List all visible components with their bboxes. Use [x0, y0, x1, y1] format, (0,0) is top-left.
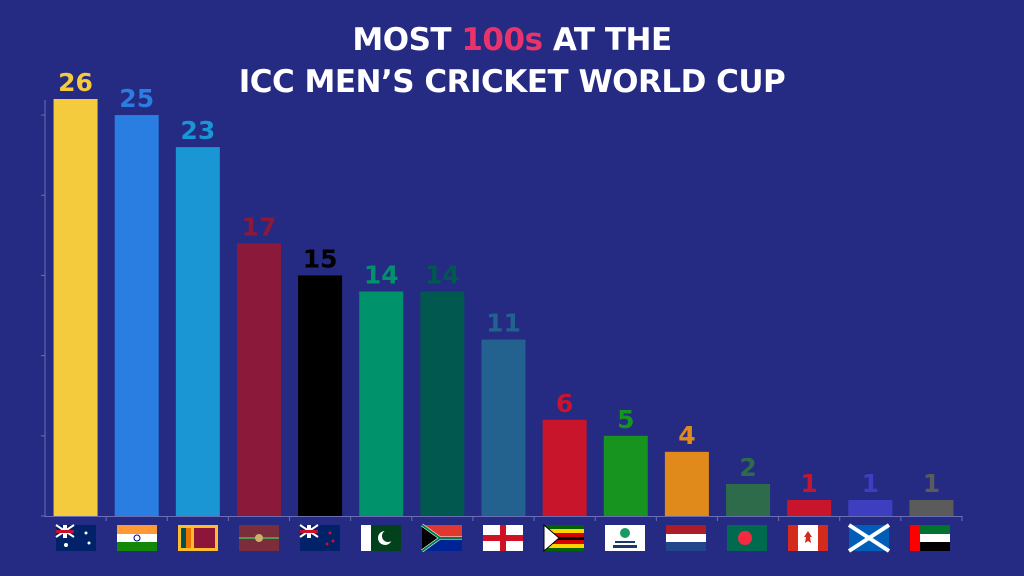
flags	[55, 523, 950, 553]
bar	[481, 339, 526, 516]
flag	[299, 524, 340, 551]
bar	[726, 483, 771, 516]
value-label: 1	[800, 469, 817, 498]
flag	[178, 525, 218, 551]
title-highlight: 100s	[461, 22, 542, 58]
value-label: 23	[180, 116, 215, 145]
flag	[421, 523, 462, 553]
value-label: 15	[303, 244, 338, 273]
value-label: 14	[425, 260, 460, 289]
bar	[53, 99, 98, 516]
bar	[420, 291, 465, 516]
value-label: 4	[678, 421, 695, 450]
title-part: AT THE	[553, 22, 672, 58]
value-label: 6	[556, 389, 573, 418]
value-label: 1	[862, 469, 879, 498]
chart-title: ICC MEN’S CRICKET WORLD CUP	[239, 64, 786, 100]
flag	[847, 523, 891, 553]
bar	[542, 419, 587, 516]
flag	[605, 525, 645, 551]
flag	[666, 525, 706, 551]
flag	[910, 525, 950, 551]
flag	[239, 525, 279, 551]
bar	[664, 451, 709, 516]
value-label: 17	[242, 212, 277, 241]
flag	[361, 525, 401, 551]
bar	[848, 499, 893, 516]
value-label: 11	[486, 309, 521, 338]
bar	[359, 291, 404, 516]
bar	[909, 499, 954, 516]
title-part: MOST	[352, 22, 451, 58]
value-label: 14	[364, 260, 399, 289]
value-label: 25	[119, 84, 154, 113]
flag	[543, 523, 584, 553]
bar	[787, 499, 832, 516]
value-label: 5	[617, 405, 634, 434]
bar	[175, 147, 220, 516]
bar	[114, 115, 159, 517]
value-label: 26	[58, 68, 93, 97]
flag	[483, 525, 523, 551]
flag	[788, 525, 828, 551]
flag	[727, 525, 767, 551]
title-part: ICC MEN’S CRICKET WORLD CUP	[239, 64, 786, 100]
flag	[55, 524, 96, 551]
bar	[298, 275, 343, 516]
flag	[117, 525, 157, 551]
value-label: 1	[923, 469, 940, 498]
bar	[236, 243, 281, 516]
bar	[603, 435, 648, 516]
value-label: 2	[739, 453, 756, 482]
chart-title: MOST 100s AT THE	[352, 22, 671, 58]
